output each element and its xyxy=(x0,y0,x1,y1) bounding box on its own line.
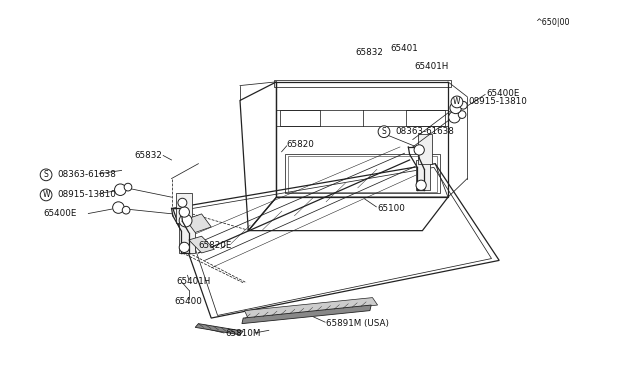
Text: 65832: 65832 xyxy=(355,48,383,57)
Text: 08363-61638: 08363-61638 xyxy=(396,127,454,136)
Text: 65891M (USA): 65891M (USA) xyxy=(326,319,389,328)
Polygon shape xyxy=(186,214,211,232)
Text: 65400: 65400 xyxy=(174,297,202,306)
Circle shape xyxy=(416,180,426,190)
Text: 08363-61638: 08363-61638 xyxy=(58,170,116,179)
Circle shape xyxy=(115,184,126,195)
Circle shape xyxy=(414,145,424,155)
Polygon shape xyxy=(189,236,214,253)
Circle shape xyxy=(449,112,460,123)
Polygon shape xyxy=(418,134,432,164)
Circle shape xyxy=(124,183,132,191)
Polygon shape xyxy=(242,305,371,324)
Circle shape xyxy=(179,242,189,253)
Text: S: S xyxy=(381,127,387,136)
Polygon shape xyxy=(416,160,430,190)
Text: 65401: 65401 xyxy=(390,44,418,53)
Text: 65401H: 65401H xyxy=(415,62,449,71)
Polygon shape xyxy=(244,298,378,319)
Text: 65100: 65100 xyxy=(378,204,406,213)
Circle shape xyxy=(179,214,192,227)
Text: 65401H: 65401H xyxy=(176,278,211,286)
Text: 08915-13810: 08915-13810 xyxy=(58,190,116,199)
Text: 65810M: 65810M xyxy=(225,329,260,338)
Polygon shape xyxy=(195,324,243,335)
Text: 65820: 65820 xyxy=(287,140,315,149)
Polygon shape xyxy=(176,193,192,223)
Polygon shape xyxy=(179,219,195,253)
Circle shape xyxy=(113,202,124,213)
Text: S: S xyxy=(44,170,49,179)
Text: 08915-13810: 08915-13810 xyxy=(468,97,527,106)
Text: W: W xyxy=(453,97,461,106)
Circle shape xyxy=(178,198,187,207)
Text: 65400E: 65400E xyxy=(486,89,520,97)
Circle shape xyxy=(179,207,189,217)
Circle shape xyxy=(458,111,466,118)
Text: ^650|00: ^650|00 xyxy=(535,18,570,27)
Text: 65820E: 65820E xyxy=(198,241,232,250)
Text: W: W xyxy=(42,190,50,199)
Text: 65400E: 65400E xyxy=(44,209,77,218)
Circle shape xyxy=(450,102,461,113)
Circle shape xyxy=(122,206,130,214)
Circle shape xyxy=(460,102,467,109)
Text: 65832: 65832 xyxy=(134,151,163,160)
